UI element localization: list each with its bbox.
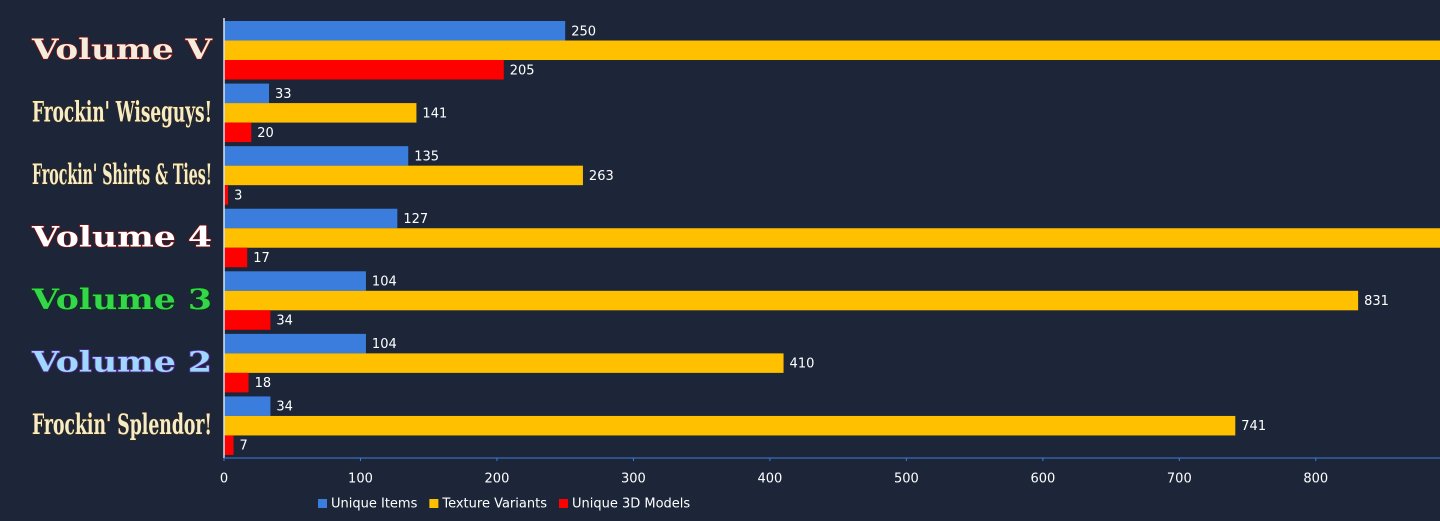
bar xyxy=(224,247,248,268)
value-label: 104 xyxy=(372,275,397,290)
category-label: Frockin' Splendor! xyxy=(32,408,212,441)
legend-label: Texture Variants xyxy=(441,497,547,512)
bar xyxy=(224,435,234,455)
bar xyxy=(224,122,252,143)
bar xyxy=(224,290,1359,311)
value-label: 410 xyxy=(790,357,815,372)
bar xyxy=(224,353,784,373)
x-tick-label: 600 xyxy=(1030,472,1055,487)
bar xyxy=(224,185,229,205)
legend-label: Unique Items xyxy=(331,497,418,512)
category-label: Frockin' Shirts & Ties! xyxy=(32,158,212,191)
value-label: 127 xyxy=(403,212,428,227)
bar xyxy=(224,146,409,166)
value-label: 20 xyxy=(257,126,274,141)
bar xyxy=(224,21,566,41)
value-label: 135 xyxy=(414,149,439,164)
value-label: 18 xyxy=(255,376,272,391)
x-tick-label: 700 xyxy=(1167,472,1192,487)
value-label: 34 xyxy=(276,314,293,329)
x-tick-label: 500 xyxy=(894,472,919,487)
bar xyxy=(224,396,271,416)
value-label: 831 xyxy=(1364,294,1389,309)
value-label: 250 xyxy=(571,24,596,39)
x-tick-label: 400 xyxy=(757,472,782,487)
value-label: 3 xyxy=(234,188,242,203)
bar xyxy=(224,208,398,229)
bar xyxy=(224,333,366,354)
category-label: Volume 3 xyxy=(31,283,212,316)
bar xyxy=(224,83,270,104)
value-label: 33 xyxy=(275,87,292,102)
x-tick-label: 200 xyxy=(485,472,510,487)
bar xyxy=(224,415,1236,436)
value-label: 104 xyxy=(372,337,397,352)
x-tick-label: 800 xyxy=(1303,472,1328,487)
value-label: 741 xyxy=(1241,419,1266,434)
legend-swatch xyxy=(318,499,327,508)
value-label: 141 xyxy=(422,106,447,121)
category-label: Volume 4 xyxy=(31,221,212,254)
x-tick-label: 0 xyxy=(220,472,228,487)
bar xyxy=(224,60,504,80)
category-label: Volume 2 xyxy=(31,346,212,379)
legend-swatch xyxy=(558,499,568,508)
value-label: 17 xyxy=(253,251,270,266)
category-label: Volume V xyxy=(31,33,214,66)
value-label: 7 xyxy=(240,439,248,454)
category-label: Frockin' Wiseguys! xyxy=(32,95,212,128)
legend-label: Unique 3D Models xyxy=(572,497,690,512)
bar xyxy=(224,271,366,291)
value-label: 34 xyxy=(276,400,293,415)
value-label: 263 xyxy=(589,169,614,184)
bar xyxy=(224,310,271,330)
bar xyxy=(224,103,417,123)
bar xyxy=(224,372,249,393)
bar xyxy=(224,228,1440,248)
bar xyxy=(224,40,1440,61)
plot-area xyxy=(224,21,1440,455)
bar xyxy=(224,165,583,186)
value-label: 205 xyxy=(510,63,535,78)
legend-swatch xyxy=(429,499,439,508)
x-tick-label: 300 xyxy=(621,472,646,487)
x-tick-label: 100 xyxy=(348,472,373,487)
